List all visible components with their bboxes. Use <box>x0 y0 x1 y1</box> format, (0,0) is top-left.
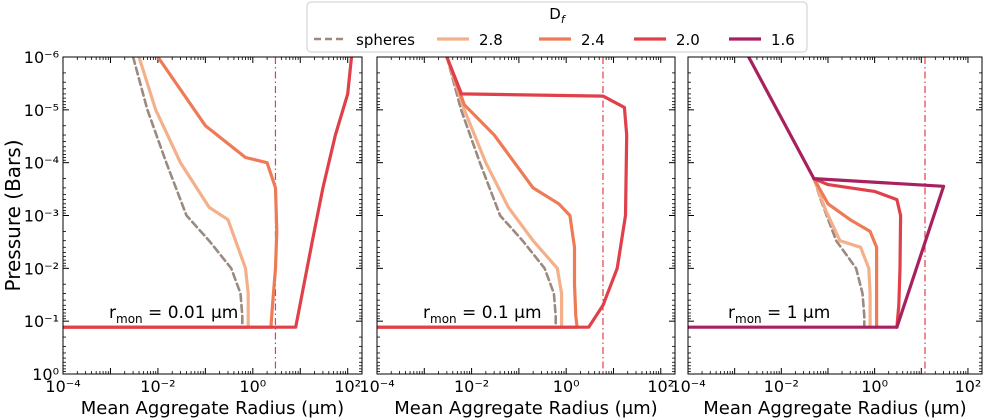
annotation-value: = 0.1 μm <box>457 303 542 323</box>
series-line-1-6 <box>688 57 946 329</box>
y-tick-label: 10⁻⁴ <box>24 154 59 173</box>
x-tick-label: 10⁻² <box>454 377 489 396</box>
monomer-radius-annotation: rmon = 0.01 μm <box>109 303 238 326</box>
series-line-spheres <box>377 57 557 329</box>
x-tick-label: 10⁻² <box>764 377 799 396</box>
x-axis-label: Mean Aggregate Radius (μm) <box>81 398 344 419</box>
x-tick-label: 10² <box>647 377 674 396</box>
x-tick-label: 10⁻⁴ <box>45 377 80 396</box>
axes-frame <box>687 56 983 375</box>
x-axis-label: Mean Aggregate Radius (μm) <box>703 398 966 419</box>
x-tick-label: 10⁰ <box>553 377 580 396</box>
series-line-2-4 <box>63 57 279 329</box>
series-group <box>688 57 946 329</box>
annotation-sub: mon <box>116 312 143 326</box>
annotation-sub: mon <box>430 312 457 326</box>
panel-1: 10⁻⁴ 10⁻² 10⁰ 10² 10⁻⁶ 10⁻⁵ 10⁻⁴ 10⁻³ 10⁻² 10⁻¹ 10… <box>1 48 363 419</box>
series-group <box>377 57 629 329</box>
annotation-r: r <box>728 303 735 323</box>
monomer-radius-annotation: rmon = 1 μm <box>728 303 830 326</box>
x-tick-label: 10⁰ <box>861 377 888 396</box>
series-line-2-8 <box>812 177 872 329</box>
series-line-2-0 <box>377 57 629 329</box>
series-line-2-4 <box>812 177 879 329</box>
y-axis-label: Pressure (Bars) <box>1 140 25 292</box>
annotation-sub: mon <box>735 312 762 326</box>
series-line-2-4 <box>377 57 579 329</box>
x-axis-label: Mean Aggregate Radius (μm) <box>394 398 657 419</box>
x-tick-label: 10⁻² <box>140 377 175 396</box>
series-line-spheres <box>63 57 244 329</box>
x-tick-label: 10² <box>955 377 982 396</box>
x-tick-label: 10⁻⁴ <box>670 377 705 396</box>
legend-title-sub: f <box>561 13 567 26</box>
annotation-r: r <box>423 303 430 323</box>
series-line-2-8 <box>377 57 564 329</box>
y-tick-label: 10⁰ <box>32 365 59 384</box>
annotation-value: = 1 μm <box>762 303 831 323</box>
x-tick-label: 10⁰ <box>239 377 266 396</box>
legend-title-main: D <box>549 5 561 23</box>
legend-label: 1.6 <box>771 31 795 49</box>
monomer-radius-annotation: rmon = 0.1 μm <box>423 303 542 326</box>
annotation-value: = 0.01 μm <box>143 303 239 323</box>
series-line-2-0 <box>812 177 903 329</box>
axes-frame <box>376 56 676 375</box>
legend-label: 2.8 <box>479 31 503 49</box>
y-tick-label: 10⁻⁶ <box>24 48 59 67</box>
x-tick-label: 10² <box>334 377 361 396</box>
legend-label: spheres <box>356 31 415 49</box>
panel-2: 10⁻⁴ 10⁻² 10⁰ 10² Mean Aggregate Radius (μm)… <box>359 56 676 419</box>
y-tick-label: 10⁻¹ <box>24 312 59 331</box>
axes-frame <box>62 56 363 375</box>
legend-title: Df <box>549 5 567 26</box>
panel-3: 10⁻⁴ 10⁻² 10⁰ 10² Mean Aggregate Radius (μm)… <box>670 56 983 419</box>
legend: Df spheres 2.8 2.4 2.0 1.6 <box>306 1 808 53</box>
series-line-2-0 <box>63 57 354 329</box>
legend-label: 2.4 <box>581 31 605 49</box>
legend-label: 2.0 <box>676 31 700 49</box>
series-group <box>63 57 354 329</box>
series-line-2-8 <box>63 57 250 329</box>
legend-box <box>306 1 808 53</box>
y-tick-label: 10⁻² <box>24 259 59 278</box>
annotation-r: r <box>109 303 116 323</box>
y-tick-label: 10⁻⁵ <box>24 101 59 120</box>
x-tick-label: 10⁻⁴ <box>359 377 394 396</box>
y-tick-label: 10⁻³ <box>24 207 59 226</box>
